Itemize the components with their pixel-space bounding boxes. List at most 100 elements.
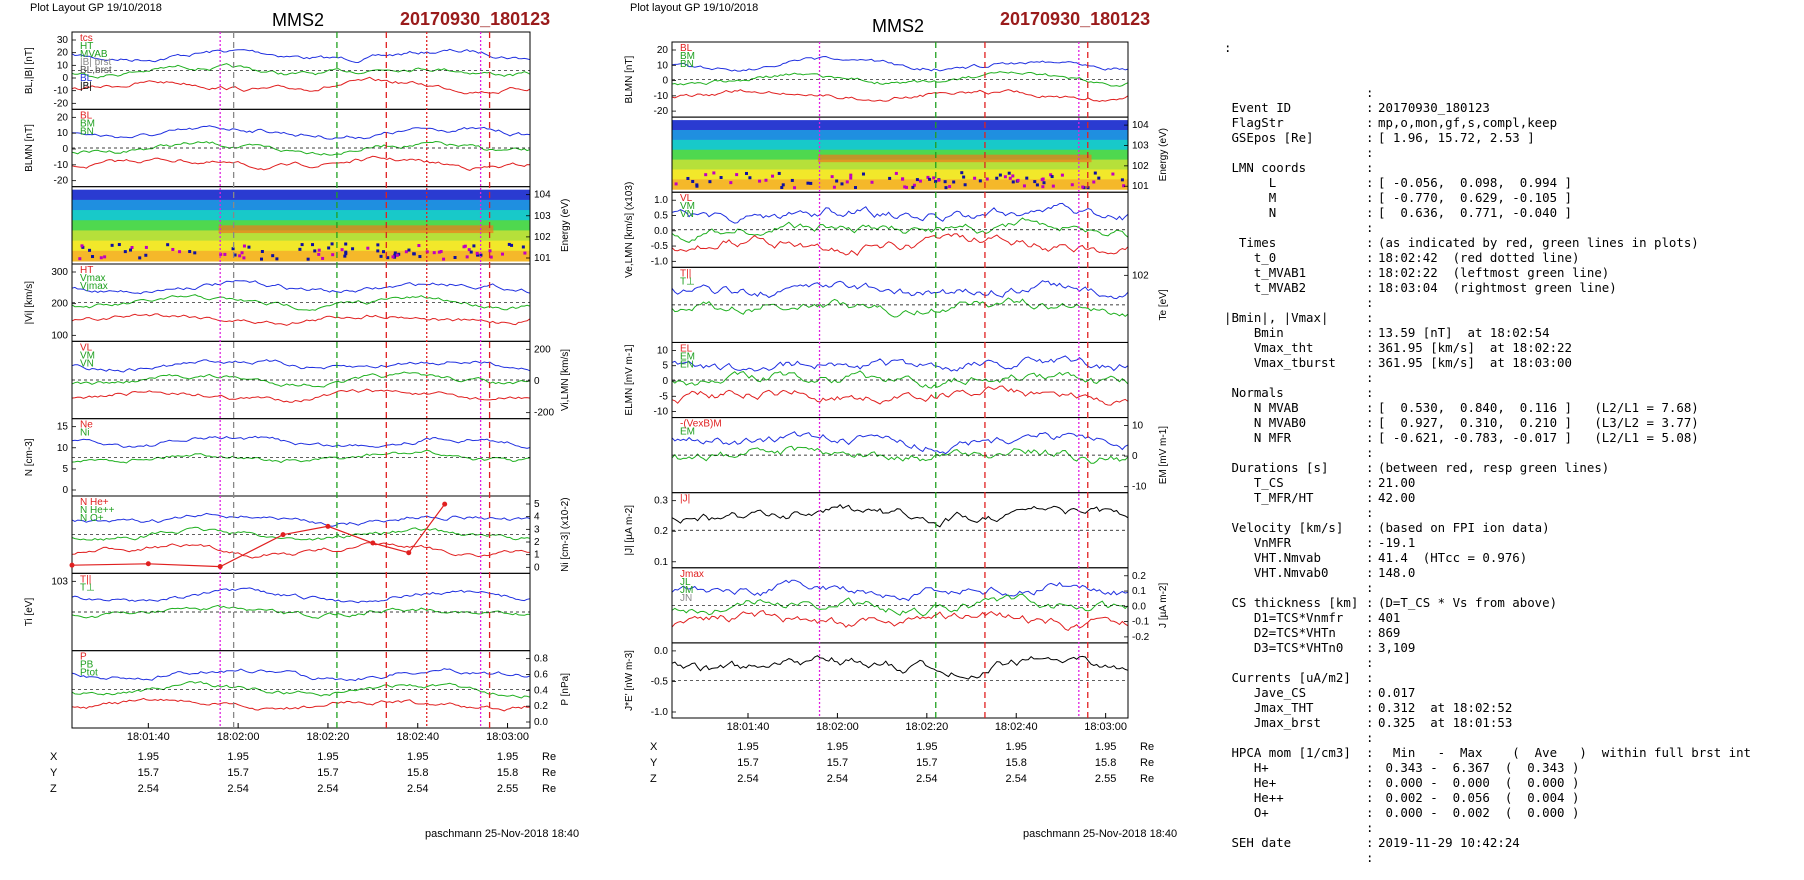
spectrogram-speckle — [344, 242, 348, 246]
legend-entry: T⊥ — [680, 276, 695, 287]
series-line-2 — [71, 63, 531, 79]
coord-name: X — [650, 741, 658, 753]
info-colon: : — [1366, 250, 1374, 265]
spectrogram-speckle — [903, 185, 907, 189]
spectrogram-speckle — [343, 254, 347, 258]
info-key: Durations [s] — [1224, 460, 1329, 475]
series-line-3 — [671, 233, 1129, 256]
coord-unit: Re — [1140, 741, 1154, 753]
info-row: Event ID:20170930_180123 — [1224, 100, 1751, 115]
spectrogram-hot-band — [218, 225, 494, 234]
spectrogram-speckle — [1092, 180, 1096, 184]
legend-entry: N He+ — [80, 497, 109, 508]
y-tick-label: 1.0 — [654, 195, 668, 206]
info-colon: : — [1366, 850, 1374, 865]
y-tick-label: 0 — [662, 376, 668, 387]
y-tick-label: 0.2 — [534, 701, 548, 712]
spectrogram-speckle — [395, 253, 399, 257]
spectrogram-speckle — [453, 255, 457, 259]
legend-entry: VL — [80, 342, 93, 353]
spectrogram-speckle — [412, 252, 416, 256]
coord-value: 1.95 — [1095, 741, 1116, 753]
panel-7: 0.3 0.2 0.1 |J| [µA m-2] |J| — [624, 492, 1129, 569]
x-tick-label: 18:01:40 — [127, 731, 170, 743]
spectrogram-speckle — [926, 175, 930, 179]
spectrogram-band — [672, 129, 1128, 141]
spectrogram-speckle — [758, 179, 762, 183]
spectrogram-speckle — [905, 185, 909, 189]
spectrogram-speckle — [1011, 174, 1015, 178]
he-plus-plus-point — [145, 561, 151, 567]
series-line-2 — [671, 297, 1129, 318]
spectrogram-speckle — [1022, 184, 1026, 188]
info-row: : — [1224, 730, 1751, 745]
legend-entry: |J| — [680, 494, 690, 505]
info-row: Vmax_tburst:361.95 [km/s] at 18:03:00 — [1224, 355, 1751, 370]
spectrogram-speckle — [748, 176, 752, 180]
coord-name: Z — [50, 783, 57, 795]
info-key: D2=TCS*VHTn — [1224, 625, 1336, 640]
series-line-1 — [671, 280, 1129, 300]
y-tick-label: 101 — [1132, 181, 1149, 192]
info-row: Velocity [km/s]: (based on FPI ion data) — [1224, 520, 1751, 535]
y-axis-label: P [nPa] — [560, 673, 571, 706]
spectrogram-speckle — [242, 244, 246, 248]
info-key: CS thickness [km] — [1224, 595, 1359, 610]
spectrogram-speckle — [275, 257, 279, 261]
legend-entry: JN — [680, 593, 692, 604]
info-row: O+: 0.000 - 0.002 ( 0.000 ) — [1224, 805, 1751, 820]
y-axis-label: Energy (eV) — [560, 199, 571, 252]
spectrogram-speckle — [1050, 175, 1054, 179]
y-tick-label: 0.1 — [654, 557, 668, 568]
info-key: D1=TCS*Vnmfr — [1224, 610, 1344, 625]
y-tick-label: 102 — [1132, 270, 1149, 281]
info-key: N MFR — [1224, 430, 1292, 445]
spectrogram-speckle — [465, 255, 469, 259]
coord-value: 2.55 — [497, 783, 518, 795]
spectrogram-band — [672, 139, 1128, 151]
series-line-2 — [71, 604, 531, 619]
spectrogram-band — [672, 159, 1128, 170]
spectrogram-speckle — [298, 247, 302, 251]
info-colon: : — [1366, 400, 1374, 415]
spectrogram-speckle — [845, 180, 849, 184]
y-tick-label: 200 — [51, 299, 68, 310]
spectrogram-speckle — [376, 243, 380, 247]
info-value: 0.325 at 18:01:53 — [1378, 715, 1513, 730]
info-key: N — [1224, 205, 1277, 220]
spectrogram-speckle — [998, 173, 1002, 177]
series-line-1 — [71, 48, 531, 64]
spectrogram-speckle — [123, 250, 127, 254]
legend-entry: EM — [680, 427, 695, 438]
info-row: : — [1224, 145, 1751, 160]
info-key: Bmin — [1224, 325, 1284, 340]
spectrogram-speckle — [948, 185, 952, 189]
info-row: VHT.Nmvab0:148.0 — [1224, 565, 1751, 580]
spectrogram-speckle — [780, 186, 784, 190]
info-value: (based on FPI ion data) — [1378, 520, 1550, 535]
info-value: Min - Max ( Ave ) within full brst int — [1378, 745, 1751, 760]
y-tick-label: 0 — [1132, 451, 1138, 462]
info-row: Durations [s]: (between red, resp green l… — [1224, 460, 1751, 475]
spectrogram-speckle — [242, 256, 246, 260]
info-value: 0.343 - 6.367 ( 0.343 ) — [1378, 760, 1580, 775]
spectrogram-speckle — [311, 243, 315, 247]
y-axis-label: EM [mV m-1] — [1158, 426, 1169, 485]
x-tick-label: 18:02:40 — [995, 721, 1038, 733]
y-tick-label: 100 — [51, 330, 68, 341]
y-tick-label: -10 — [54, 86, 69, 97]
spectrogram-speckle — [81, 245, 85, 249]
spectrogram-band — [72, 250, 530, 262]
spectrogram-speckle — [178, 250, 182, 254]
info-colon: : — [1366, 190, 1374, 205]
spectrogram-speckle — [78, 257, 82, 261]
spectrogram-speckle — [475, 251, 479, 255]
info-key: M — [1224, 190, 1277, 205]
coord-value: 2.54 — [227, 783, 248, 795]
y-tick-label: 30 — [57, 35, 69, 46]
spectrogram-band — [72, 210, 530, 221]
he-plus-plus-point — [442, 501, 448, 507]
spectrogram-speckle — [1007, 171, 1011, 175]
series-line-1 — [671, 55, 1129, 72]
info-key: t_MVAB1 — [1224, 265, 1307, 280]
